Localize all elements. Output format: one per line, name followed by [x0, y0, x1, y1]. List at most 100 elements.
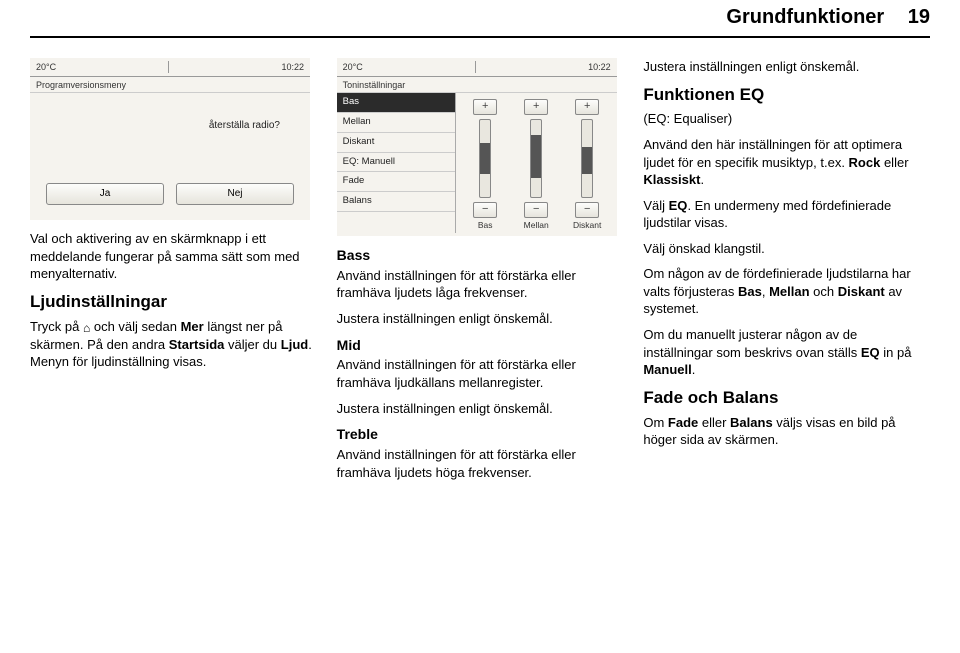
content-columns: 20°C 10:22 Programversionsmeny återställ…: [30, 58, 930, 489]
treble-adjust: Justera inställningen enligt önskemål.: [643, 58, 930, 76]
screenshot2-list: BasMellanDiskantEQ: ManuellFadeBalans: [337, 93, 456, 233]
col1-para1: Val och aktivering av en skärmknapp i et…: [30, 230, 317, 283]
col1-startsida: Startsida: [169, 337, 225, 352]
heading-mid: Mid: [337, 336, 624, 355]
screenshot2-topbar: 20°C 10:22: [337, 58, 617, 77]
eq-dot: .: [700, 172, 704, 187]
eq-and: och: [810, 284, 838, 299]
slider-fill: [480, 143, 490, 174]
slider-minus-button[interactable]: −: [575, 202, 599, 218]
eq-para3: Välj önskad klangstil.: [643, 240, 930, 258]
slider-label: Bas: [478, 220, 493, 231]
topbar-divider: [168, 61, 169, 73]
eq-para5: Om du manuellt justerar någon av de inst…: [643, 326, 930, 379]
col1-mer: Mer: [181, 319, 204, 334]
eq-mellan: Mellan: [769, 284, 809, 299]
slider-track[interactable]: [530, 119, 542, 198]
header-page-number: 19: [908, 6, 930, 28]
eq-rock: Rock: [849, 155, 881, 170]
eq-subtitle: (EQ: Equaliser): [643, 110, 930, 128]
screenshot-sliders: 20°C 10:22 Toninställningar BasMellanDis…: [337, 58, 617, 236]
tone-list-item[interactable]: Fade: [337, 172, 455, 192]
tone-list-item[interactable]: Diskant: [337, 133, 455, 153]
eq-p5b: in på: [880, 345, 912, 360]
topbar-divider: [475, 61, 476, 73]
slider-plus-button[interactable]: +: [524, 99, 548, 115]
eq-eq: EQ: [669, 198, 688, 213]
eq-p2a: Välj: [643, 198, 668, 213]
treble-para: Använd inställningen för att förstärka e…: [337, 446, 624, 481]
slider-track[interactable]: [479, 119, 491, 198]
mid-para: Använd inställningen för att förstärka e…: [337, 356, 624, 391]
fb-or: eller: [698, 415, 730, 430]
screenshot1-temp: 20°C: [36, 61, 56, 73]
eq-eqw: EQ: [861, 345, 880, 360]
slider-minus-button[interactable]: −: [473, 202, 497, 218]
col1-ljud: Ljud: [281, 337, 308, 352]
tone-list-item[interactable]: EQ: Manuell: [337, 153, 455, 173]
eq-sep1: ,: [762, 284, 769, 299]
eq-para2: Välj EQ. En undermeny med fördefinierade…: [643, 197, 930, 232]
mid-adjust: Justera inställningen enligt önskemål.: [337, 400, 624, 418]
bass-adjust: Justera inställningen enligt önskemål.: [337, 310, 624, 328]
slider-plus-button[interactable]: +: [575, 99, 599, 115]
screenshot1-topbar: 20°C 10:22: [30, 58, 310, 77]
slider-label: Mellan: [524, 220, 549, 231]
heading-ljudinstallningar: Ljudinställningar: [30, 291, 317, 314]
screenshot2-temp: 20°C: [343, 61, 363, 73]
heading-bass: Bass: [337, 246, 624, 265]
slider-mellan: + − Mellan: [514, 99, 558, 231]
eq-para4: Om någon av de fördefinierade ljudstilar…: [643, 265, 930, 318]
screenshot1-buttons: Ja Nej: [40, 183, 300, 205]
tone-list-item[interactable]: Balans: [337, 192, 455, 212]
col1-para2: Tryck på ⌂ och välj sedan Mer längst ner…: [30, 318, 317, 371]
fb-balans: Balans: [730, 415, 773, 430]
fb-a: Om: [643, 415, 668, 430]
heading-treble: Treble: [337, 425, 624, 444]
eq-manuell: Manuell: [643, 362, 691, 377]
page: Grundfunktioner 19 20°C 10:22 Programver…: [0, 0, 960, 653]
fb-para: Om Fade eller Balans väljs visas en bild…: [643, 414, 930, 449]
column-3: Justera inställningen enligt önskemål. F…: [643, 58, 930, 489]
column-1: 20°C 10:22 Programversionsmeny återställ…: [30, 58, 317, 489]
slider-track[interactable]: [581, 119, 593, 198]
slider-fill: [531, 135, 541, 177]
col1-p2b: och välj sedan: [90, 319, 180, 334]
eq-p5a: Om du manuellt justerar någon av de inst…: [643, 327, 860, 360]
slider-plus-button[interactable]: +: [473, 99, 497, 115]
header-rule: [30, 36, 930, 38]
screenshot1-title: Programversionsmeny: [30, 77, 310, 93]
col1-p2d: väljer du: [224, 337, 280, 352]
screenshot2-time: 10:22: [588, 61, 611, 73]
eq-or: eller: [880, 155, 908, 170]
heading-fade-balans: Fade och Balans: [643, 387, 930, 410]
eq-bas: Bas: [738, 284, 762, 299]
dialog-no-button[interactable]: Nej: [176, 183, 294, 205]
col1-p2a: Tryck på: [30, 319, 83, 334]
eq-diskant: Diskant: [838, 284, 885, 299]
page-header: Grundfunktioner 19: [726, 6, 930, 29]
fb-fade: Fade: [668, 415, 698, 430]
eq-klassiskt: Klassiskt: [643, 172, 700, 187]
screenshot1-time: 10:22: [281, 61, 304, 73]
column-2: 20°C 10:22 Toninställningar BasMellanDis…: [337, 58, 624, 489]
dialog-yes-button[interactable]: Ja: [46, 183, 164, 205]
screenshot-dialog: 20°C 10:22 Programversionsmeny återställ…: [30, 58, 310, 220]
heading-funktionen-eq: Funktionen EQ: [643, 84, 930, 107]
header-title: Grundfunktioner: [726, 6, 884, 28]
screenshot1-message: återställa radio?: [209, 119, 280, 133]
slider-minus-button[interactable]: −: [524, 202, 548, 218]
eq-para1: Använd den här inställningen för att opt…: [643, 136, 930, 189]
slider-fill: [582, 147, 592, 174]
screenshot2-sliders: + − Bas + − Mellan + − Diskant: [456, 93, 617, 233]
slider-label: Diskant: [573, 220, 601, 231]
slider-diskant: + − Diskant: [565, 99, 609, 231]
bass-para: Använd inställningen för att förstärka e…: [337, 267, 624, 302]
screenshot2-body: BasMellanDiskantEQ: ManuellFadeBalans +−…: [337, 93, 617, 233]
tone-list-item[interactable]: Mellan: [337, 113, 455, 133]
tone-list-item[interactable]: Bas: [337, 93, 455, 113]
eq-p5c: .: [692, 362, 696, 377]
screenshot2-title: Toninställningar: [337, 77, 617, 93]
screenshot1-body: återställa radio? Ja Nej: [30, 93, 310, 213]
slider-bas: + − Bas: [463, 99, 507, 231]
